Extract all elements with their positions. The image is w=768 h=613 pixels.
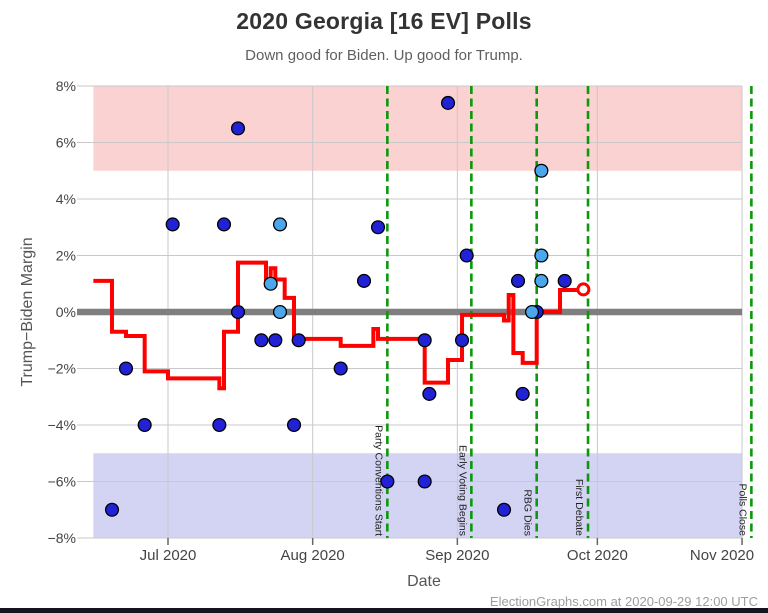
trump-lead-band: [93, 86, 743, 171]
recent-poll-dot: [534, 163, 549, 178]
poll-dot: [230, 304, 246, 320]
poll-dot: [454, 333, 470, 348]
recent-poll-dot: [263, 276, 278, 291]
biden-lead-band: [93, 453, 743, 538]
y-tick-label: −8%: [48, 530, 76, 546]
recent-poll-dot: [524, 304, 540, 320]
poll-dot: [104, 502, 120, 517]
poll-dot: [417, 474, 432, 489]
recent-poll-dot: [534, 248, 549, 263]
x-axis-title: Date: [407, 573, 441, 590]
poll-dot: [440, 95, 456, 110]
event-label: Polls Close: [736, 483, 748, 536]
event-label: RBG Dies: [522, 489, 534, 536]
poll-dot: [356, 273, 372, 288]
poll-dot: [459, 248, 474, 263]
event-label: Early Voting Begins: [456, 445, 468, 536]
x-tick-label: Aug 2020: [281, 547, 345, 564]
y-tick-label: −4%: [48, 417, 76, 433]
poll-dot: [286, 417, 302, 433]
poll-dot: [212, 417, 227, 433]
x-tick-label: Jul 2020: [140, 547, 197, 564]
poll-dot: [333, 361, 348, 376]
poll-dot: [137, 417, 152, 433]
poll-dot: [216, 217, 232, 232]
y-tick-label: −6%: [48, 474, 76, 490]
event-label: Party Conventions Start: [372, 425, 384, 536]
poll-dot: [422, 386, 437, 401]
credit-text: ElectionGraphs.com at 2020-09-29 12:00 U…: [489, 594, 758, 609]
recent-poll-dot: [272, 217, 288, 232]
poll-dot: [230, 121, 246, 136]
y-tick-label: 2%: [56, 248, 76, 264]
poll-dot: [291, 333, 306, 348]
poll-dot: [557, 273, 572, 288]
chart-subtitle: Down good for Biden. Up good for Trump.: [245, 47, 523, 64]
recent-poll-dot: [272, 304, 288, 320]
y-axis-title: Trump−Biden Margin: [19, 237, 36, 387]
poll-dot: [254, 333, 269, 348]
y-tick-label: 4%: [56, 191, 76, 207]
poll-dot: [515, 386, 530, 401]
poll-dot: [380, 474, 395, 489]
poll-dot: [268, 333, 283, 348]
x-tick-label: Nov 2020: [690, 547, 754, 564]
y-tick-label: 6%: [56, 135, 76, 151]
poll-dot: [165, 217, 180, 232]
y-tick-label: 0%: [56, 304, 76, 320]
poll-dot: [370, 220, 386, 235]
poll-dot: [118, 361, 134, 376]
y-tick-label: 8%: [56, 78, 76, 94]
x-tick-label: Oct 2020: [567, 547, 628, 564]
poll-dot: [496, 502, 512, 517]
chart-title: 2020 Georgia [16 EV] Polls: [236, 8, 532, 34]
x-tick-label: Sep 2020: [425, 547, 489, 564]
average-line: [93, 260, 579, 391]
poll-dot: [417, 333, 432, 348]
y-tick-label: −2%: [48, 361, 76, 377]
average-endpoint-marker: [576, 282, 591, 297]
bottom-bar: [0, 608, 768, 613]
poll-dot: [510, 273, 526, 288]
event-label: First Debate: [573, 479, 585, 536]
recent-poll-dot: [534, 273, 549, 288]
